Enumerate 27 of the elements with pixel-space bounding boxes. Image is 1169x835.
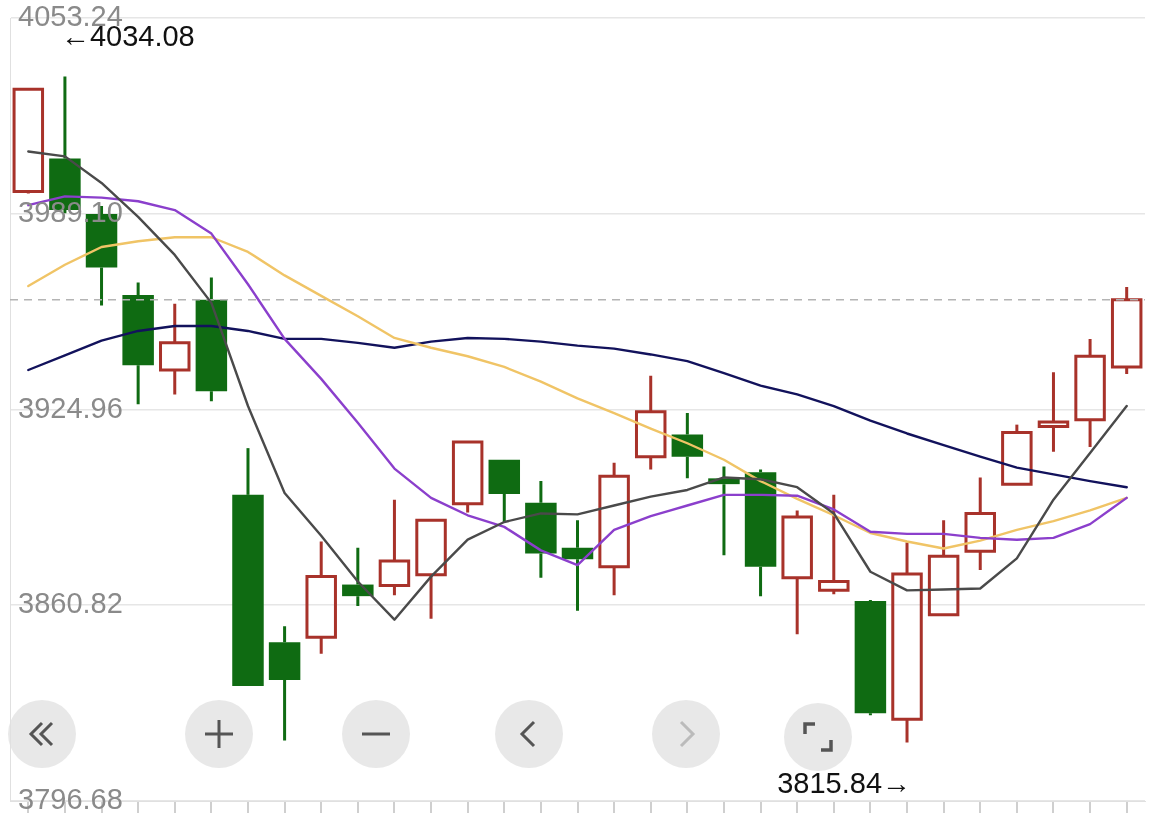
y-tick-label: 3924.96 xyxy=(18,391,123,424)
candlestick xyxy=(598,462,630,596)
candlestick xyxy=(122,282,154,405)
candlestick xyxy=(781,510,813,635)
candlestick xyxy=(671,413,704,479)
candlestick xyxy=(818,494,850,595)
candlestick xyxy=(1074,338,1106,447)
candlestick xyxy=(525,481,557,578)
candlestick xyxy=(415,518,447,619)
candlestick xyxy=(378,499,411,596)
annotation: 3815.84→ xyxy=(777,767,912,799)
candlestick xyxy=(1110,287,1143,374)
candlestick xyxy=(634,375,667,470)
candlestick xyxy=(159,303,191,395)
candlestick xyxy=(488,459,521,522)
candlestick xyxy=(964,477,996,570)
y-tick-label: 3796.68 xyxy=(18,783,123,815)
candlestick xyxy=(891,542,923,743)
y-tick-label: 3860.82 xyxy=(18,587,123,620)
candlestick xyxy=(305,541,337,654)
candlestick xyxy=(195,277,228,402)
candlestick xyxy=(927,520,960,617)
candlestick xyxy=(744,469,777,597)
candlestick xyxy=(854,601,887,716)
candlestick xyxy=(1037,372,1070,452)
candlestick xyxy=(268,626,301,741)
candlestick xyxy=(232,448,264,686)
